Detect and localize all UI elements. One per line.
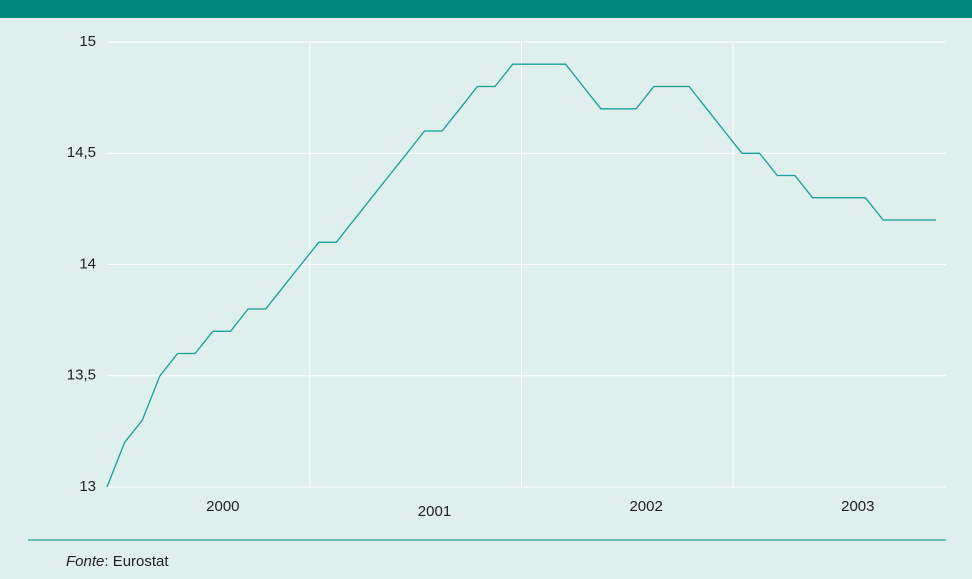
header-banner (0, 0, 972, 18)
x-tick-label: 2000 (206, 498, 239, 515)
x-tick-label: 2003 (841, 498, 874, 515)
y-tick-label: 13 (79, 478, 96, 495)
x-tick-label: 2002 (629, 498, 662, 515)
source-note: Fonte: Eurostat (66, 553, 169, 570)
data-line (106, 63, 936, 488)
y-tick-label: 14 (79, 255, 96, 272)
y-tick-label: 13,5 (67, 367, 96, 384)
source-label: Fonte (66, 553, 104, 570)
x-tick-label: 2001 (418, 503, 451, 520)
source-text: : Eurostat (104, 553, 169, 570)
y-tick-label: 15 (79, 33, 96, 50)
y-tick-label: 14,5 (67, 144, 96, 161)
